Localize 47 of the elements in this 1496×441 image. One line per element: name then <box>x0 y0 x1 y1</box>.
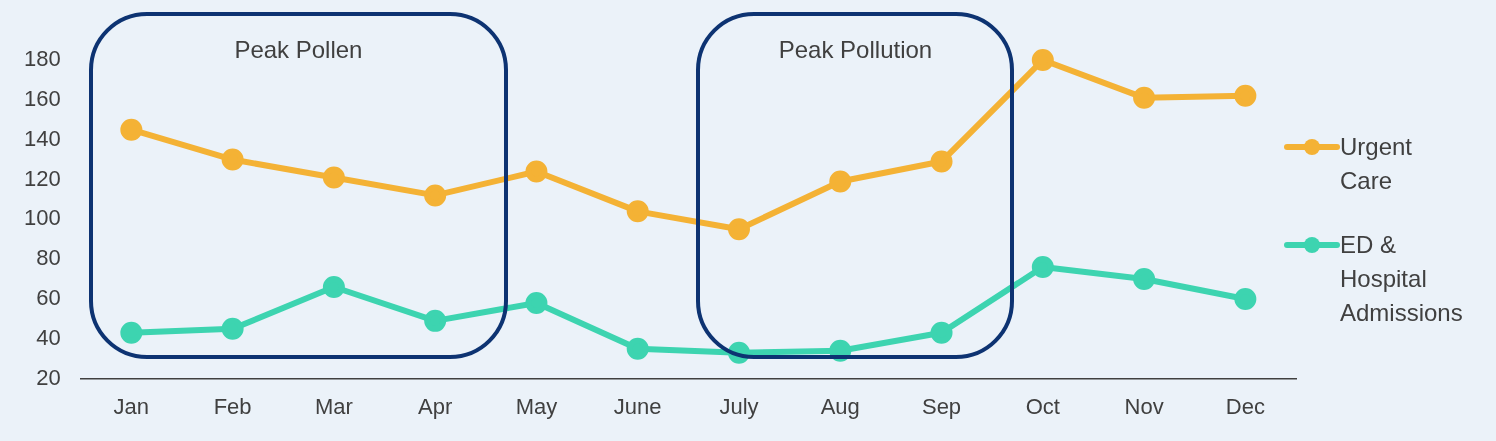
x-tick-label: Jan <box>113 393 150 419</box>
point <box>626 200 649 223</box>
point <box>829 170 852 193</box>
point <box>424 309 447 332</box>
point <box>930 150 953 173</box>
x-tick-label: Nov <box>1124 393 1164 419</box>
point <box>626 337 649 360</box>
point <box>424 184 447 207</box>
x-tick-label: Sep <box>921 393 962 419</box>
x-tick-label: Oct <box>1025 393 1060 419</box>
y-tick-label: 100 <box>23 205 61 231</box>
legend-label: ED & Hospital Admissions <box>1340 230 1463 328</box>
x-tick-label: July <box>719 393 759 419</box>
point <box>1031 256 1054 279</box>
point <box>1133 268 1156 291</box>
x-tick-label: June <box>613 393 662 419</box>
y-tick-label: 60 <box>36 285 61 311</box>
y-tick-label: 180 <box>23 46 61 72</box>
x-tick-label: Feb <box>213 393 252 419</box>
annotation: Peak Pollution <box>777 36 934 64</box>
point <box>221 317 244 340</box>
y-tick-label: 40 <box>36 324 61 350</box>
point <box>221 148 244 171</box>
x-tick-label: Aug <box>820 393 860 419</box>
point <box>727 218 750 241</box>
x-tick-label: Apr <box>418 393 453 419</box>
point <box>322 276 345 298</box>
point <box>322 166 345 189</box>
point <box>120 118 143 141</box>
point <box>930 321 953 344</box>
y-tick-label: 120 <box>23 165 61 191</box>
point <box>525 160 548 183</box>
point <box>1234 287 1257 310</box>
point <box>120 321 143 344</box>
x-tick-label: May <box>515 393 558 419</box>
point <box>1133 86 1156 109</box>
point <box>1031 49 1054 71</box>
y-tick-label: 140 <box>23 125 61 151</box>
x-tick-label: Dec <box>1225 393 1265 419</box>
annotation: Peak Pollen <box>233 36 364 64</box>
point <box>525 291 548 314</box>
point <box>1234 84 1257 107</box>
legend-label: Urgent Care <box>1340 132 1414 196</box>
y-tick-label: 20 <box>36 364 61 390</box>
y-tick-label: 80 <box>36 245 61 271</box>
y-tick-label: 160 <box>23 85 61 111</box>
x-tick-label: Mar <box>314 393 353 419</box>
